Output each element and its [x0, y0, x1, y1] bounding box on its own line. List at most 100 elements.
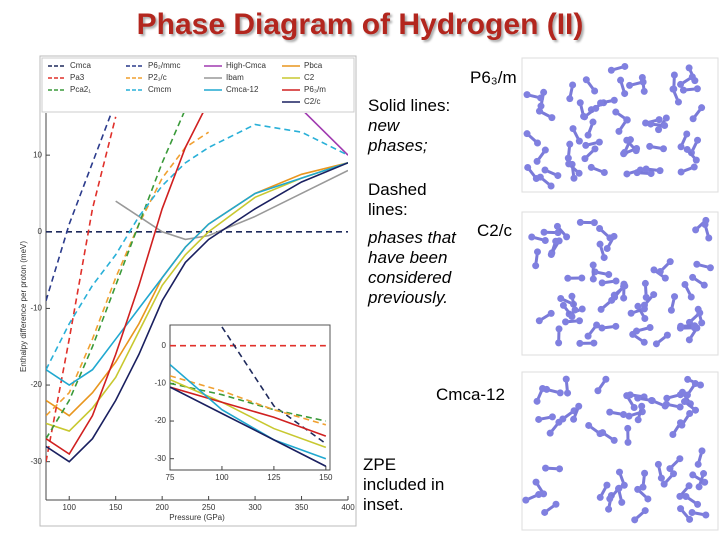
x-tick-label: 125	[267, 473, 281, 482]
atom	[535, 415, 543, 423]
atom	[659, 145, 667, 153]
x-tick-label: 100	[63, 503, 77, 512]
atom	[650, 291, 658, 299]
legend-label: Pa3	[70, 73, 85, 82]
atom	[595, 138, 603, 146]
atom	[543, 385, 551, 393]
atom	[596, 240, 604, 248]
atom	[634, 416, 642, 424]
atom	[639, 78, 647, 86]
legend-box	[41, 57, 355, 113]
atom	[698, 104, 706, 112]
atom	[683, 130, 691, 138]
atom	[555, 325, 563, 333]
atom	[687, 293, 695, 301]
atom	[617, 76, 625, 84]
atom	[671, 293, 679, 301]
atom	[587, 163, 595, 171]
y-tick-label: 10	[33, 150, 42, 159]
crystal-structure	[521, 371, 719, 531]
atom	[528, 233, 536, 241]
atom	[647, 120, 655, 128]
atom	[652, 340, 660, 348]
atom	[610, 436, 618, 444]
atom	[700, 281, 708, 289]
atom	[552, 237, 560, 245]
atom	[570, 415, 578, 423]
atom	[638, 402, 646, 410]
x-tick-label: 400	[341, 503, 355, 512]
atom	[661, 274, 669, 282]
atom	[556, 465, 564, 473]
atom	[641, 314, 649, 322]
y-tick-label: -10	[30, 304, 42, 313]
atom	[655, 126, 663, 134]
atom	[689, 471, 697, 479]
atom	[700, 470, 708, 478]
atom	[698, 447, 706, 455]
atom	[624, 424, 632, 432]
atom	[639, 483, 647, 491]
atom	[625, 412, 633, 420]
plot: 100 150 200 250 300 350 400100-10-20-30Pressur…	[19, 113, 355, 522]
atom	[584, 131, 592, 139]
atom	[676, 455, 684, 463]
y-tick-label: 0	[38, 227, 43, 236]
atom	[554, 172, 562, 180]
atom	[607, 66, 615, 74]
atom	[662, 114, 670, 122]
atom	[681, 280, 689, 288]
atom	[578, 274, 586, 282]
atom	[535, 317, 543, 325]
atom	[695, 483, 703, 491]
atom	[676, 403, 684, 411]
atom	[633, 169, 641, 177]
y-tick-label: -20	[154, 416, 166, 425]
atom	[523, 130, 531, 138]
atom	[634, 394, 642, 402]
atom	[548, 413, 556, 421]
atom	[615, 468, 623, 476]
atom	[603, 245, 611, 253]
atom	[615, 484, 623, 492]
note-text: phases that have been considered previou…	[368, 228, 456, 307]
series-line	[170, 386, 327, 467]
x-tick-label: 150	[109, 503, 123, 512]
atom	[565, 160, 573, 168]
crystal-structure	[521, 57, 719, 193]
atom	[669, 431, 677, 439]
series-line	[115, 169, 348, 241]
note-heading: Dashed lines:	[368, 180, 427, 219]
structure-label: Cmca-12	[436, 385, 505, 404]
atom	[623, 392, 631, 400]
series-line	[170, 382, 327, 422]
atom	[590, 219, 598, 227]
atom	[575, 402, 583, 410]
note-text: new phases;	[368, 116, 428, 155]
atom	[576, 99, 584, 107]
atom	[564, 389, 572, 397]
x-tick-label: 300	[248, 503, 262, 512]
series-line	[46, 113, 204, 456]
y-tick-label: -10	[154, 378, 166, 387]
atom	[606, 495, 614, 503]
atom	[701, 478, 709, 486]
series-line	[46, 116, 117, 462]
atom	[644, 495, 652, 503]
atom	[683, 145, 691, 153]
atom	[701, 221, 709, 229]
legend-label: Ibam	[226, 73, 244, 82]
series-line	[170, 386, 327, 437]
series-line	[170, 378, 327, 449]
atom	[566, 95, 574, 103]
atom	[646, 324, 654, 332]
y-axis-label: Enthalpy difference per proton (meV)	[19, 241, 28, 372]
atom	[655, 116, 663, 124]
atom	[686, 515, 694, 523]
atom	[654, 460, 662, 468]
atom	[634, 485, 642, 493]
atom	[590, 339, 598, 347]
atom	[589, 261, 597, 269]
atom	[533, 397, 541, 405]
